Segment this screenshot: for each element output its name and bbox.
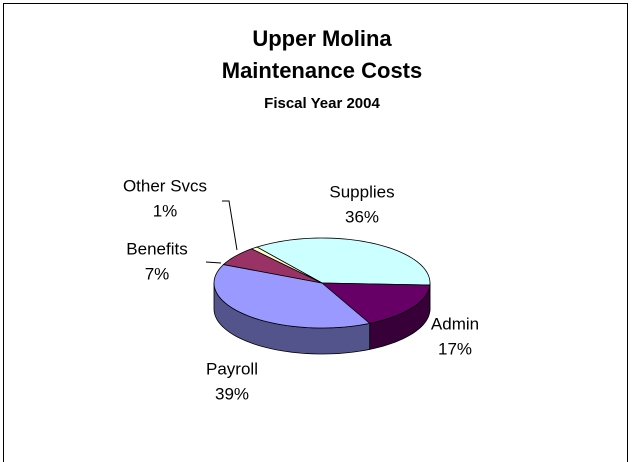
chart-title: Maintenance Costs: [222, 58, 423, 83]
slice-label: Supplies: [329, 182, 394, 201]
slice-value-label: 1%: [153, 201, 178, 220]
leader-line: [205, 261, 222, 264]
chart-title: Upper Molina: [252, 26, 392, 51]
slice: [250, 246, 323, 284]
slice-value-label: 17%: [438, 339, 472, 358]
slice: [320, 282, 431, 324]
slice: [222, 248, 323, 284]
slice-label: Payroll: [206, 359, 258, 378]
leader-line: [222, 200, 238, 251]
slice-value-label: 7%: [145, 264, 170, 283]
slice-label: Benefits: [126, 239, 187, 258]
slice-value-label: 39%: [215, 384, 249, 403]
slice: [213, 264, 371, 329]
slice-label: Admin: [431, 314, 479, 333]
slice: [255, 237, 431, 286]
chart-subtitle: Fiscal Year 2004: [264, 95, 380, 112]
slice-label: Other Svcs: [123, 176, 207, 195]
chart-border: [3, 3, 628, 462]
slice-value-label: 36%: [345, 207, 379, 226]
